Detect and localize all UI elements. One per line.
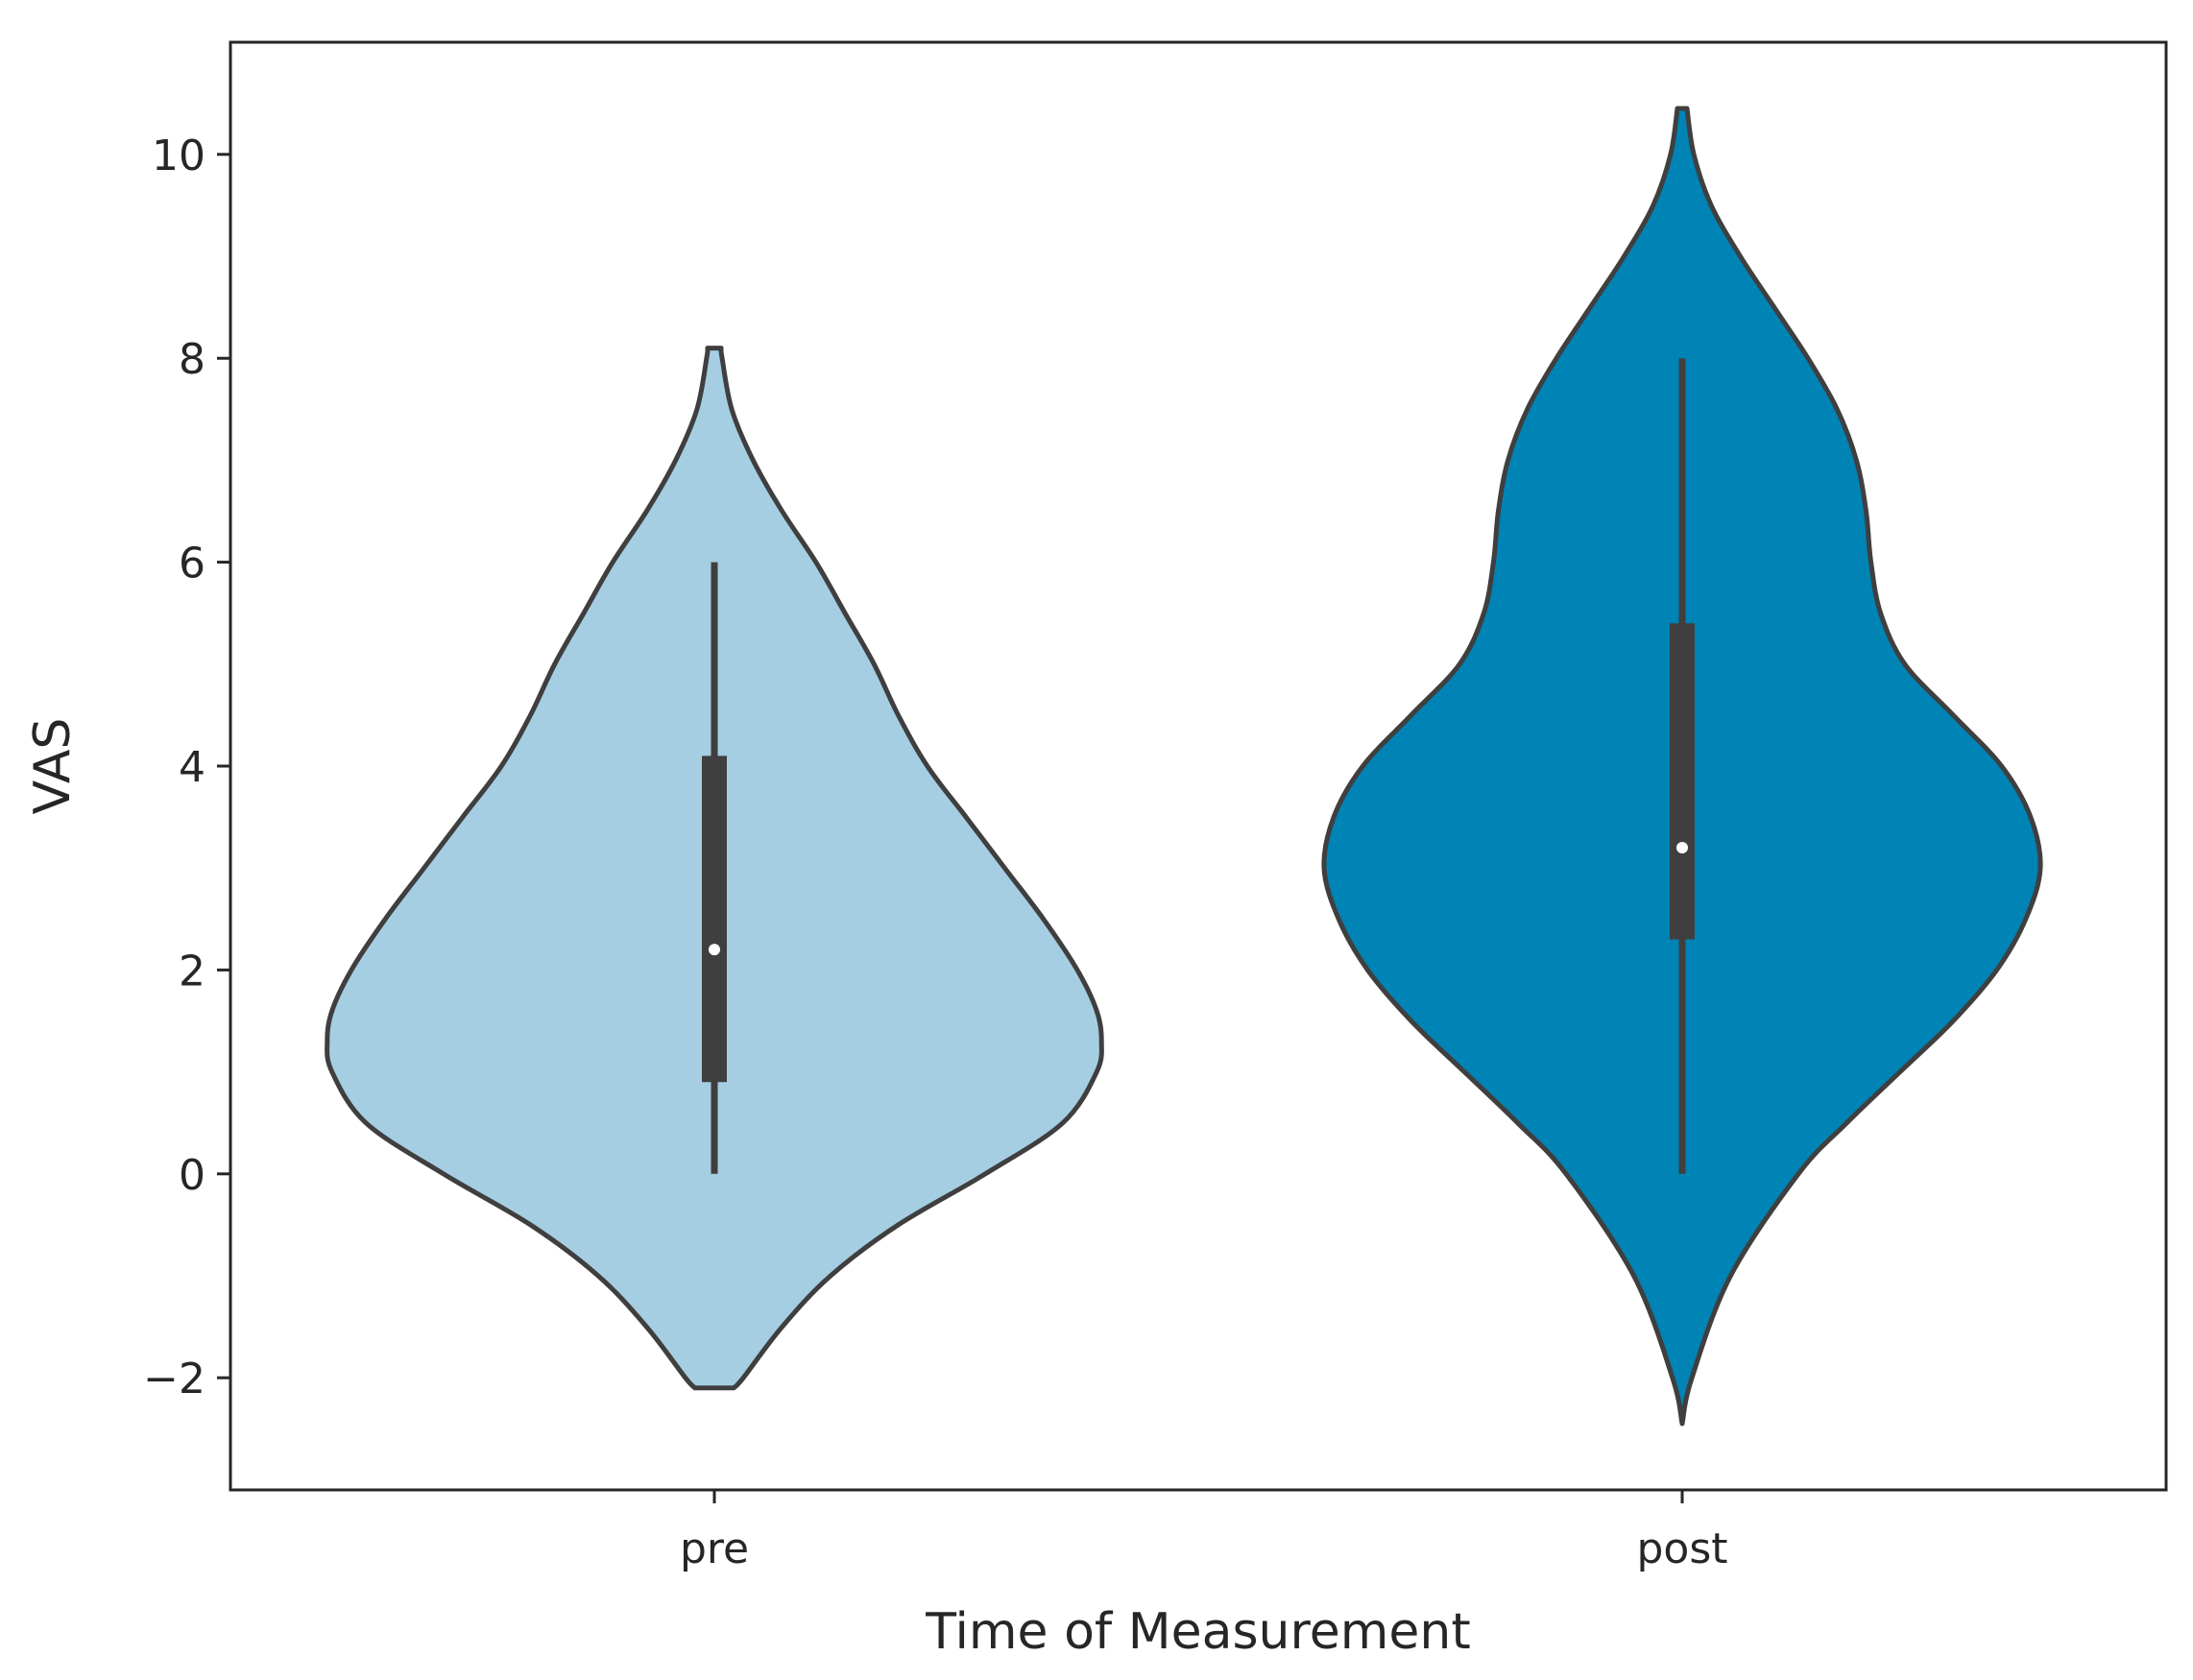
y-tick-label: 10 [152, 132, 205, 180]
y-tick-label: 4 [179, 743, 205, 792]
y-axis: −2 0 2 4 6 8 10 [143, 132, 230, 1404]
x-tick-label-post: post [1636, 1524, 1727, 1573]
y-tick-label: 6 [179, 540, 205, 588]
iqr-box-post [1670, 623, 1695, 940]
median-point-post [1676, 841, 1688, 853]
y-tick-label: 8 [179, 335, 205, 384]
y-axis-label: VAS [24, 718, 82, 815]
violins-layer [325, 106, 2043, 1427]
x-tick-label-pre: pre [680, 1524, 749, 1573]
x-axis-label: Time of Measurement [925, 1603, 1470, 1661]
iqr-box-pre [702, 756, 727, 1083]
y-tick-label: 0 [179, 1151, 205, 1200]
y-tick-label: −2 [143, 1355, 205, 1404]
x-axis: pre post [680, 1490, 1728, 1573]
median-point-pre [709, 944, 720, 956]
boxes-layer [702, 358, 1695, 1174]
y-tick-label: 2 [179, 947, 205, 996]
